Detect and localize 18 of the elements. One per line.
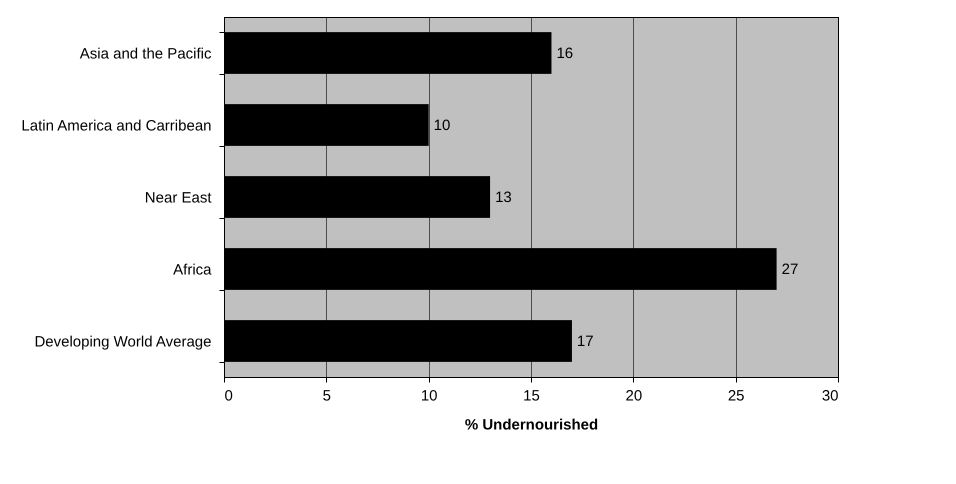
y-tick-label: Asia and the Pacific <box>80 46 212 62</box>
x-tick-label: 25 <box>728 388 745 404</box>
y-tick-label: Developing World Average <box>34 334 212 350</box>
data-label: 10 <box>434 117 450 134</box>
y-tick-label: Latin America and Carribean <box>21 118 212 134</box>
x-tick-label: 30 <box>822 388 838 404</box>
y-tick-label: Near East <box>144 190 212 206</box>
data-label: 16 <box>556 45 574 62</box>
data-label: 17 <box>576 333 594 350</box>
x-tick-label: 10 <box>420 388 438 404</box>
x-tick-label: 20 <box>625 388 642 404</box>
data-label: 27 <box>782 261 798 278</box>
x-tick-label: 5 <box>322 388 332 404</box>
data-label: 13 <box>495 189 512 206</box>
y-tick-label: Africa <box>173 262 212 278</box>
x-tick-label: 15 <box>523 388 540 404</box>
x-tick-label: 0 <box>224 388 233 404</box>
x-axis-title: % Undernourished <box>464 416 598 434</box>
